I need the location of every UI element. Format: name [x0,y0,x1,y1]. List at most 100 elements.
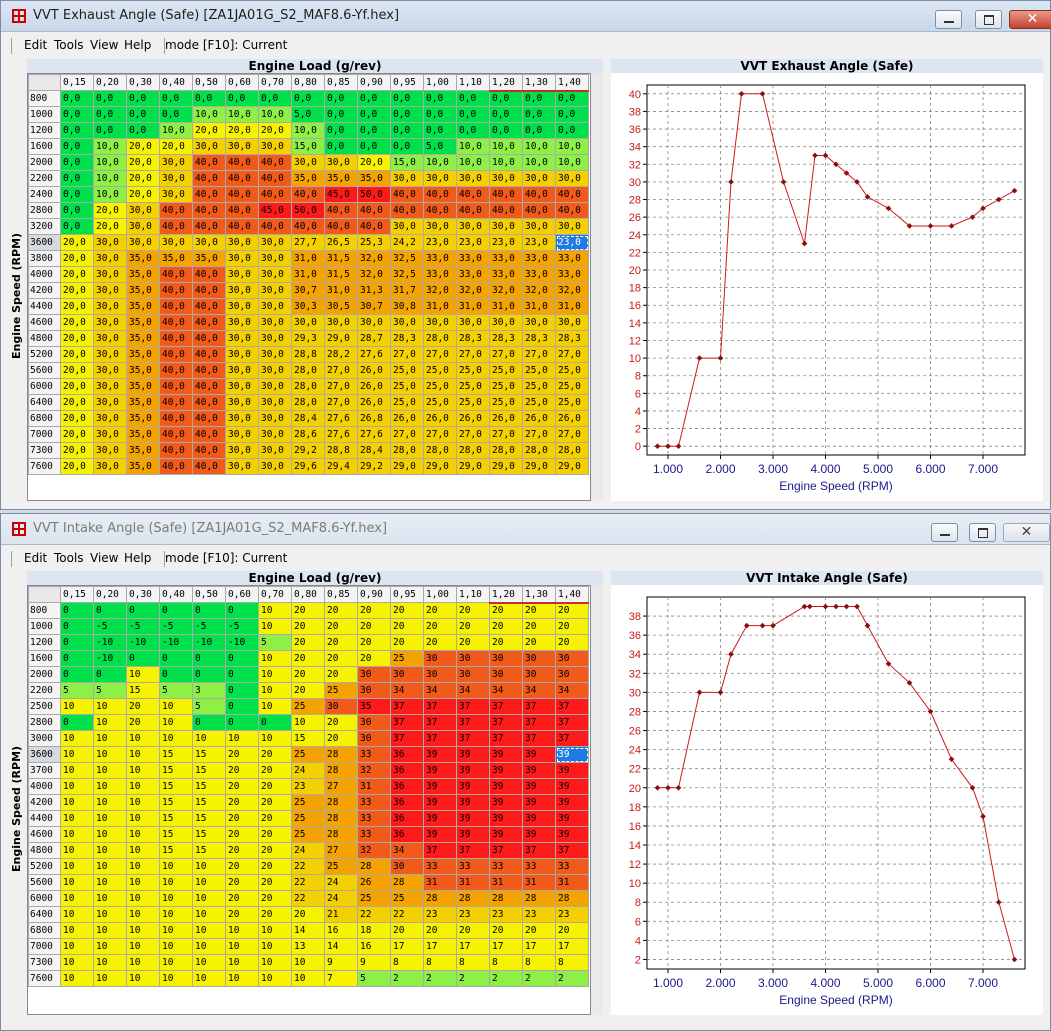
map-cell[interactable]: 30,0 [258,250,292,267]
map-cell[interactable]: 13 [291,938,325,955]
column-header[interactable]: 0,40 [159,74,193,91]
map-cell[interactable]: 27,0 [456,426,490,443]
map-cell[interactable]: 17 [390,938,424,955]
column-header[interactable]: 0,85 [324,74,358,91]
map-cell[interactable]: 31 [555,874,589,891]
map-cell[interactable]: 0,0 [192,90,226,107]
map-cell[interactable]: 24,2 [390,234,424,251]
map-cell[interactable]: 10 [126,826,160,843]
map-cell[interactable]: 0 [225,698,259,715]
map-cell[interactable]: 20 [423,922,457,939]
map-cell[interactable]: 34 [390,842,424,859]
map-cell[interactable]: 35,0 [126,378,160,395]
column-header[interactable]: 0,20 [93,586,127,603]
map-cell[interactable]: 27,0 [489,426,523,443]
map-cell[interactable]: 5 [159,682,193,699]
map-cell[interactable]: 25 [357,890,391,907]
map-cell[interactable]: 30,0 [93,298,127,315]
map-cell[interactable]: 30,0 [93,362,127,379]
map-cell[interactable]: 30,0 [291,154,325,171]
map-cell[interactable]: 10 [93,794,127,811]
row-header[interactable]: 1000 [28,106,61,123]
map-cell[interactable]: 40,0 [159,458,193,475]
map-cell[interactable]: 20 [324,730,358,747]
map-cell[interactable]: 20,0 [126,138,160,155]
map-cell[interactable]: 25,0 [456,394,490,411]
map-cell[interactable]: 40,0 [159,346,193,363]
column-header[interactable]: 1,00 [423,74,457,91]
row-header[interactable]: 1600 [28,138,61,155]
map-cell[interactable]: 39 [555,794,589,811]
map-cell[interactable]: 28,0 [291,378,325,395]
map-cell[interactable]: 31,0 [423,298,457,315]
minimize-button[interactable] [931,523,958,542]
map-cell[interactable]: 40,0 [489,202,523,219]
map-cell[interactable]: 30,7 [291,282,325,299]
map-cell[interactable]: 10 [258,954,292,971]
map-cell[interactable]: 40,0 [291,218,325,235]
map-cell[interactable]: 39 [555,746,589,763]
map-cell[interactable]: 25,3 [357,234,391,251]
map-cell[interactable]: 28,0 [555,442,589,459]
map-cell[interactable]: 37 [489,842,523,859]
map-cell[interactable]: 20 [489,618,523,635]
map-cell[interactable]: 3 [192,682,226,699]
map-cell[interactable]: 10,0 [489,154,523,171]
map-cell[interactable]: 40,0 [555,186,589,203]
map-cell[interactable]: 20 [225,890,259,907]
map-cell[interactable]: 33 [522,858,556,875]
map-cell[interactable]: 0 [225,682,259,699]
map-cell[interactable]: 25,0 [522,378,556,395]
map-cell[interactable]: 0 [60,666,94,683]
row-header[interactable]: 4000 [28,778,61,795]
row-header[interactable]: 4400 [28,810,61,827]
map-cell[interactable]: 37 [522,842,556,859]
map-cell[interactable]: 36 [390,826,424,843]
map-cell[interactable]: 30,0 [225,442,259,459]
map-cell[interactable]: 20 [225,874,259,891]
map-cell[interactable]: 29,0 [489,458,523,475]
map-cell[interactable]: 20 [291,634,325,651]
row-header[interactable]: 2800 [28,714,61,731]
map-cell[interactable]: 20,0 [60,442,94,459]
map-cell[interactable]: 40,0 [192,410,226,427]
map-cell[interactable]: -5 [159,618,193,635]
map-cell[interactable]: 17 [522,938,556,955]
map-cell[interactable]: 35,0 [126,346,160,363]
map-cell[interactable]: 20 [456,922,490,939]
map-cell[interactable]: 20 [489,602,523,619]
row-header[interactable]: 4000 [28,266,61,283]
map-cell[interactable]: 20,0 [60,346,94,363]
map-cell[interactable]: 20 [423,602,457,619]
map-cell[interactable]: 26,0 [522,410,556,427]
map-cell[interactable]: 0,0 [522,106,556,123]
map-cell[interactable]: 20 [258,842,292,859]
map-cell[interactable]: 35,0 [126,314,160,331]
map-cell[interactable]: 10 [126,906,160,923]
map-cell[interactable]: 10 [258,650,292,667]
map-cell[interactable]: 40,0 [159,330,193,347]
map-cell[interactable]: 10,0 [93,138,127,155]
map-cell[interactable]: 20 [324,634,358,651]
map-cell[interactable]: 31,3 [357,282,391,299]
map-cell[interactable]: 10 [93,970,127,987]
map-cell[interactable]: 2 [423,970,457,987]
map-cell[interactable]: 20,0 [258,122,292,139]
map-cell[interactable]: 31,5 [324,266,358,283]
map-cell[interactable]: 10 [192,970,226,987]
map-cell[interactable]: 34 [555,682,589,699]
map-cell[interactable]: 25,0 [423,362,457,379]
map-cell[interactable]: 39 [489,746,523,763]
map-cell[interactable]: 40,0 [324,218,358,235]
map-cell[interactable]: 40,0 [192,346,226,363]
map-cell[interactable]: 30 [555,650,589,667]
map-cell[interactable]: 30,0 [126,202,160,219]
title-bar[interactable]: VVT Intake Angle (Safe) [ZA1JA01G_S2_MAF… [1,514,1050,545]
map-cell[interactable]: 28,4 [291,410,325,427]
map-cell[interactable]: 26,0 [357,378,391,395]
map-cell[interactable]: 20 [489,922,523,939]
map-cell[interactable]: 40,0 [159,394,193,411]
map-cell[interactable]: 0,0 [126,106,160,123]
map-cell[interactable]: 10 [126,746,160,763]
map-cell[interactable]: 28 [390,874,424,891]
